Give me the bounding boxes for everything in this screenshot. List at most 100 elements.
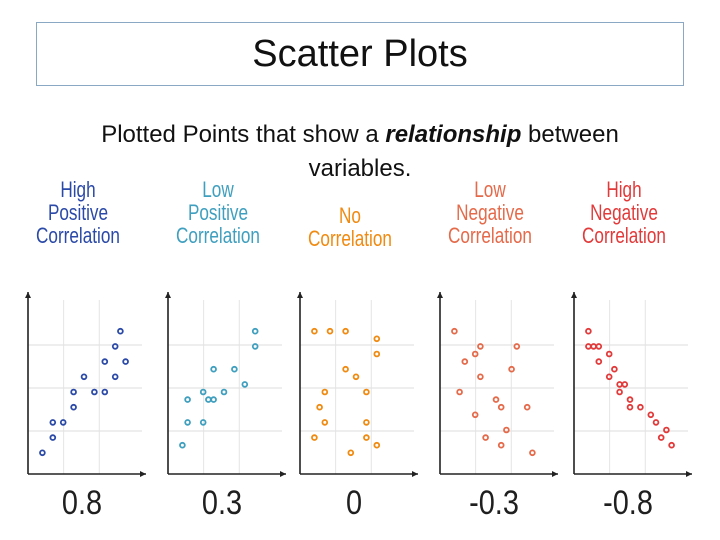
panel-title-line: No xyxy=(339,203,361,228)
correlation-value-4: -0.3 xyxy=(469,484,519,522)
correlation-value-1: 0.8 xyxy=(61,484,103,522)
scatter-panel-5 xyxy=(571,292,692,477)
data-point xyxy=(477,343,484,350)
panel-title-line: Low xyxy=(474,177,506,202)
data-point xyxy=(210,396,217,403)
panel-title-line: High xyxy=(60,177,96,202)
data-point xyxy=(523,403,531,411)
data-point xyxy=(482,434,489,441)
panel-title-line: Negative xyxy=(590,200,658,225)
data-point xyxy=(342,365,349,373)
data-point xyxy=(184,396,191,403)
correlation-value-5: -0.8 xyxy=(603,484,653,522)
data-point xyxy=(251,343,259,350)
panel-title-4: Low Negative Correlation xyxy=(448,178,532,247)
x-axis-arrow xyxy=(686,471,692,477)
panel-title-3: No Correlation xyxy=(308,204,392,250)
x-axis-arrow xyxy=(552,471,558,477)
x-axis-arrow xyxy=(412,471,418,477)
data-point xyxy=(59,419,67,426)
data-point xyxy=(456,388,463,396)
data-point xyxy=(513,343,521,350)
data-point xyxy=(605,373,613,381)
panel-title-line: Correlation xyxy=(308,226,392,251)
data-point xyxy=(91,388,98,396)
data-point xyxy=(210,365,217,373)
panel-title-line: Positive xyxy=(187,200,249,225)
data-point xyxy=(626,396,634,403)
data-point xyxy=(70,388,77,396)
data-point xyxy=(461,358,469,365)
y-axis-arrow xyxy=(25,292,31,298)
data-point xyxy=(663,426,670,434)
x-axis-arrow xyxy=(280,471,286,477)
data-point xyxy=(311,434,318,441)
data-point xyxy=(117,327,124,335)
data-point xyxy=(471,350,479,358)
data-point xyxy=(321,388,329,396)
data-point xyxy=(352,373,360,381)
x-axis-arrow xyxy=(140,471,146,477)
panel-title-5: High Negative Correlation xyxy=(582,178,666,247)
data-point xyxy=(363,388,370,396)
data-point xyxy=(347,449,355,457)
data-point xyxy=(637,403,644,411)
y-axis-arrow xyxy=(571,292,577,298)
data-point xyxy=(503,426,510,434)
data-point xyxy=(199,419,207,426)
correlation-value-3: 0 xyxy=(345,484,363,522)
data-point xyxy=(205,396,212,403)
correlation-value-2: 0.3 xyxy=(201,484,243,522)
data-point xyxy=(529,449,536,457)
panel-title-line: Correlation xyxy=(582,223,666,248)
subtitle-emphasis: relationship xyxy=(385,121,522,148)
slide-title: Scatter Plots xyxy=(252,32,468,75)
data-point xyxy=(184,419,191,426)
data-point xyxy=(321,419,329,426)
data-point xyxy=(595,343,603,350)
data-point xyxy=(111,343,119,350)
data-point xyxy=(585,343,592,350)
data-point xyxy=(231,365,238,373)
data-point xyxy=(590,343,597,350)
panel-title-line: Correlation xyxy=(36,223,120,248)
panel-title-line: High xyxy=(606,177,642,202)
data-point xyxy=(477,373,484,381)
data-point xyxy=(647,411,655,419)
title-box: Scatter Plots xyxy=(36,22,684,86)
data-point xyxy=(101,388,109,396)
data-point xyxy=(611,365,618,373)
data-point xyxy=(311,327,318,335)
subtitle-text-2: between variables. xyxy=(308,121,619,182)
data-point xyxy=(326,327,334,335)
panel-title-line: Correlation xyxy=(448,223,532,248)
data-point xyxy=(616,381,623,388)
data-point xyxy=(80,373,88,381)
data-point xyxy=(49,419,57,426)
data-point xyxy=(497,403,505,411)
data-point xyxy=(508,365,515,373)
data-point xyxy=(101,358,109,365)
data-point xyxy=(451,327,458,335)
y-axis-arrow xyxy=(297,292,303,298)
data-point xyxy=(471,411,479,419)
data-point xyxy=(179,441,186,449)
data-point xyxy=(668,441,675,449)
slide-subtitle: Plotted Points that show a relationship … xyxy=(60,118,660,186)
data-point xyxy=(342,327,349,335)
data-point xyxy=(111,373,119,381)
data-point xyxy=(70,403,77,411)
panel-title-line: Negative xyxy=(456,200,524,225)
y-axis-arrow xyxy=(437,292,443,298)
panel-title-line: Positive xyxy=(47,200,109,225)
data-point xyxy=(621,381,629,388)
data-point xyxy=(39,449,46,457)
data-point xyxy=(626,403,634,411)
scatter-panel-4 xyxy=(437,292,558,477)
panel-title-1: High Positive Correlation xyxy=(36,178,120,247)
subtitle-text-1: Plotted Points that show a xyxy=(101,121,386,148)
data-point xyxy=(595,358,603,365)
data-point xyxy=(373,441,381,449)
panel-title-2: Low Positive Correlation xyxy=(176,178,260,247)
